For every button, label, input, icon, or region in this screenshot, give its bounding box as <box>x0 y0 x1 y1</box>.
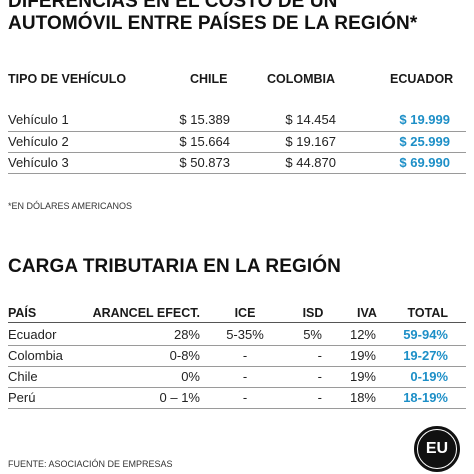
total-value: 19-27% <box>403 348 448 363</box>
vehicle-name: Vehículo 3 <box>8 155 69 170</box>
total-value: 0-19% <box>410 369 448 384</box>
price-chile: $ 15.664 <box>179 134 230 149</box>
ice-value: - <box>242 390 248 405</box>
isd-value: 5% <box>303 327 322 342</box>
header-ice: ICE <box>234 306 256 320</box>
header-vehicle-type: TIPO DE VEHÍCULO <box>8 72 127 86</box>
total-value: 59-94% <box>403 327 448 342</box>
iva-value: 19% <box>349 348 376 363</box>
row-divider <box>8 152 466 153</box>
total-value: 18-19% <box>403 390 448 405</box>
iva-value: 18% <box>349 390 376 405</box>
country-name: Ecuador <box>8 327 57 342</box>
row-divider <box>8 173 466 174</box>
logo-text: EU <box>417 429 457 469</box>
header-tariff: ARANCEL EFECT. <box>92 306 200 320</box>
price-ecuador: $ 25.999 <box>399 134 450 149</box>
iva-value: 12% <box>349 327 376 342</box>
isd-value: - <box>317 369 322 384</box>
isd-value: - <box>317 390 322 405</box>
header-chile: CHILE <box>190 72 228 86</box>
row-divider <box>8 345 466 346</box>
source-footer: FUENTE: ASOCIACIÓN DE EMPRESAS <box>8 459 173 469</box>
ice-value: - <box>242 369 248 384</box>
country-name: Perú <box>8 390 36 405</box>
price-colombia: $ 44.870 <box>285 155 336 170</box>
ice-value: - <box>242 348 248 363</box>
price-chile: $ 50.873 <box>179 155 230 170</box>
currency-note: *EN DÓLARES AMERICANOS <box>8 201 133 211</box>
brand-logo: EU <box>414 426 460 472</box>
main-title-line-2: AUTOMÓVIL ENTRE PAÍSES DE LA REGIÓN* <box>8 13 418 34</box>
tariff-value: 0-8% <box>169 348 200 363</box>
country-name: Chile <box>8 369 38 384</box>
vehicle-name: Vehículo 1 <box>8 112 69 127</box>
ice-value: 5-35% <box>226 327 264 342</box>
header-total: TOTAL <box>407 306 448 320</box>
price-colombia: $ 19.167 <box>285 134 336 149</box>
header-country: PAÍS <box>8 306 37 320</box>
vehicle-name: Vehículo 2 <box>8 134 69 149</box>
row-divider <box>8 366 466 367</box>
row-divider <box>8 131 466 132</box>
iva-value: 19% <box>349 369 376 384</box>
row-divider <box>8 408 466 409</box>
header-isd: ISD <box>302 306 324 320</box>
tariff-value: 0 – 1% <box>159 390 200 405</box>
price-colombia: $ 14.454 <box>285 112 336 127</box>
isd-value: - <box>317 348 322 363</box>
price-chile: $ 15.389 <box>179 112 230 127</box>
price-ecuador: $ 19.999 <box>399 112 450 127</box>
tax-section-title: CARGA TRIBUTARIA EN LA REGIÓN <box>8 256 341 277</box>
tariff-value: 28% <box>173 327 200 342</box>
header-iva: IVA <box>357 306 377 320</box>
price-ecuador: $ 69.990 <box>399 155 450 170</box>
header-divider <box>8 322 466 323</box>
row-divider <box>8 387 466 388</box>
header-colombia: COLOMBIA <box>267 72 336 86</box>
country-name: Colombia <box>8 348 63 363</box>
header-ecuador: ECUADOR <box>390 72 454 86</box>
tariff-value: 0% <box>181 369 200 384</box>
main-title-line-1: DIFERENCIAS EN EL COSTO DE UN <box>8 0 338 12</box>
